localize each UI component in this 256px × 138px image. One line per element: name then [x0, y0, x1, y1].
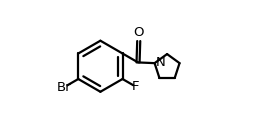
Text: O: O	[133, 26, 144, 39]
Text: F: F	[132, 80, 140, 93]
Text: N: N	[155, 55, 165, 69]
Text: Br: Br	[56, 81, 71, 94]
